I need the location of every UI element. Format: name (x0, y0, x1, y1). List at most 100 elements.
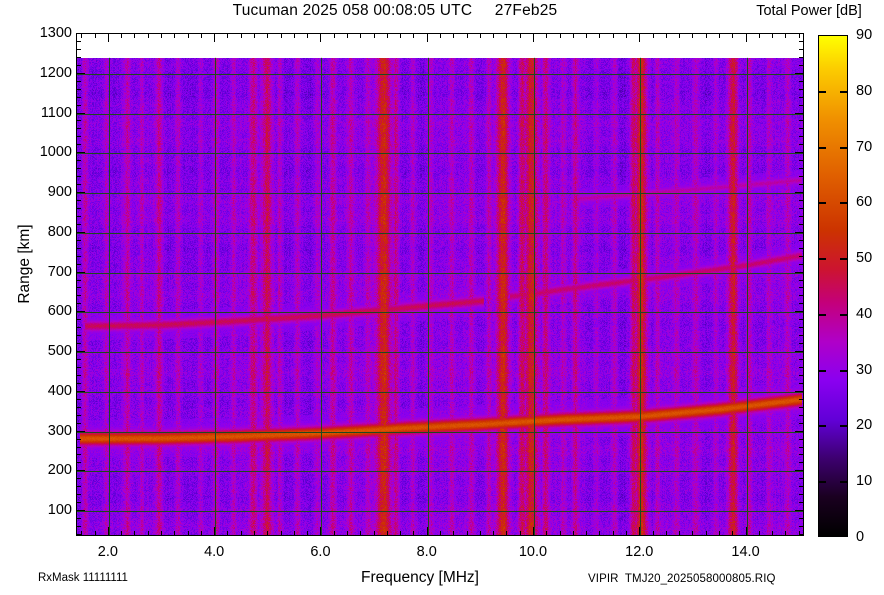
colorbar-tick-mark (819, 202, 826, 204)
y-minor-tick-mark (799, 399, 804, 400)
x-minor-tick-mark (706, 531, 707, 536)
y-minor-tick-mark (799, 518, 804, 519)
y-minor-tick-mark (799, 200, 804, 201)
y-minor-tick-mark (76, 120, 81, 121)
x-minor-tick-mark (294, 33, 295, 38)
x-minor-tick-mark (161, 33, 162, 38)
x-minor-tick-mark (599, 33, 600, 38)
y-minor-tick-mark (76, 184, 81, 185)
y-minor-tick-mark (799, 240, 804, 241)
x-minor-tick-mark (586, 531, 587, 536)
x-minor-tick-mark (785, 33, 786, 38)
x-minor-tick-mark (679, 33, 680, 38)
y-minor-tick-mark (799, 391, 804, 392)
y-minor-tick-mark (76, 415, 81, 416)
x-minor-tick-mark (267, 33, 268, 38)
y-minor-tick-mark (76, 534, 81, 535)
colorbar-tick-mark (840, 202, 847, 204)
x-minor-tick-mark (95, 33, 96, 38)
y-minor-tick-mark (799, 136, 804, 137)
y-minor-tick-mark (76, 454, 81, 455)
y-minor-tick-mark (76, 113, 81, 114)
y-minor-tick-mark (76, 65, 81, 66)
y-minor-tick-mark (799, 49, 804, 50)
x-minor-tick-mark (134, 531, 135, 536)
y-minor-tick-mark (799, 439, 804, 440)
y-minor-tick-mark (799, 295, 804, 296)
y-minor-tick-mark (76, 160, 81, 161)
y-minor-tick-mark (76, 375, 81, 376)
x-minor-tick-mark (613, 531, 614, 536)
y-minor-tick-mark (799, 375, 804, 376)
y-minor-tick-mark (799, 486, 804, 487)
x-minor-tick-mark (254, 531, 255, 536)
y-minor-tick-mark (76, 97, 81, 98)
colorbar-tick-label: 50 (856, 250, 873, 267)
y-tick-label: 400 (47, 382, 72, 399)
colorbar (818, 35, 848, 537)
x-minor-tick-mark (95, 531, 96, 536)
x-minor-tick-mark (320, 531, 321, 536)
x-minor-tick-mark (227, 531, 228, 536)
x-minor-tick-mark (746, 33, 747, 38)
y-minor-tick-mark (76, 128, 81, 129)
y-minor-tick-mark (799, 478, 804, 479)
y-minor-tick-mark (799, 431, 804, 432)
y-minor-tick-mark (799, 510, 804, 511)
x-minor-tick-mark (573, 33, 574, 38)
y-minor-tick-mark (76, 168, 81, 169)
x-minor-tick-mark (241, 33, 242, 38)
y-minor-tick-mark (799, 311, 804, 312)
y-minor-tick-mark (799, 303, 804, 304)
y-minor-tick-mark (76, 447, 81, 448)
x-tick-label: 2.0 (97, 544, 118, 560)
x-minor-tick-mark (347, 33, 348, 38)
y-minor-tick-mark (799, 160, 804, 161)
colorbar-tick-mark (840, 91, 847, 93)
x-minor-tick-mark (400, 33, 401, 38)
y-minor-tick-mark (799, 367, 804, 368)
x-minor-tick-mark (121, 531, 122, 536)
x-minor-tick-mark (719, 531, 720, 536)
x-minor-tick-mark (493, 531, 494, 536)
x-minor-tick-mark (506, 33, 507, 38)
x-minor-tick-mark (214, 33, 215, 38)
y-minor-tick-mark (799, 41, 804, 42)
x-tick-label: 12.0 (625, 544, 654, 560)
y-minor-tick-mark (799, 81, 804, 82)
y-minor-tick-mark (76, 176, 81, 177)
x-minor-tick-mark (201, 531, 202, 536)
y-tick-label: 700 (47, 263, 72, 280)
y-tick-label: 1000 (39, 144, 72, 161)
x-minor-tick-mark (799, 33, 800, 38)
y-minor-tick-mark (76, 295, 81, 296)
colorbar-tick-label: 60 (856, 194, 873, 211)
y-minor-tick-mark (76, 486, 81, 487)
colorbar-tick-label: 10 (856, 473, 873, 490)
x-minor-tick-mark (785, 531, 786, 536)
x-tick-label: 6.0 (310, 544, 331, 560)
y-minor-tick-mark (76, 232, 81, 233)
x-minor-tick-mark (560, 531, 561, 536)
x-minor-tick-mark (692, 531, 693, 536)
y-minor-tick-mark (799, 128, 804, 129)
y-minor-tick-mark (799, 232, 804, 233)
x-minor-tick-mark (799, 531, 800, 536)
y-minor-tick-mark (76, 510, 81, 511)
x-minor-tick-mark (679, 531, 680, 536)
y-minor-tick-mark (799, 97, 804, 98)
x-minor-tick-mark (81, 33, 82, 38)
y-minor-tick-mark (76, 73, 81, 74)
y-minor-tick-mark (76, 462, 81, 463)
colorbar-tick-mark (819, 425, 826, 427)
x-minor-tick-mark (148, 33, 149, 38)
x-minor-tick-mark (254, 33, 255, 38)
y-minor-tick-mark (76, 256, 81, 257)
x-minor-tick-mark (334, 33, 335, 38)
y-minor-tick-mark (76, 272, 81, 273)
y-minor-tick-mark (799, 73, 804, 74)
x-minor-tick-mark (400, 531, 401, 536)
y-tick-label: 1300 (39, 25, 72, 41)
x-axis-label: Frequency [MHz] (360, 569, 479, 586)
x-minor-tick-mark (533, 531, 534, 536)
